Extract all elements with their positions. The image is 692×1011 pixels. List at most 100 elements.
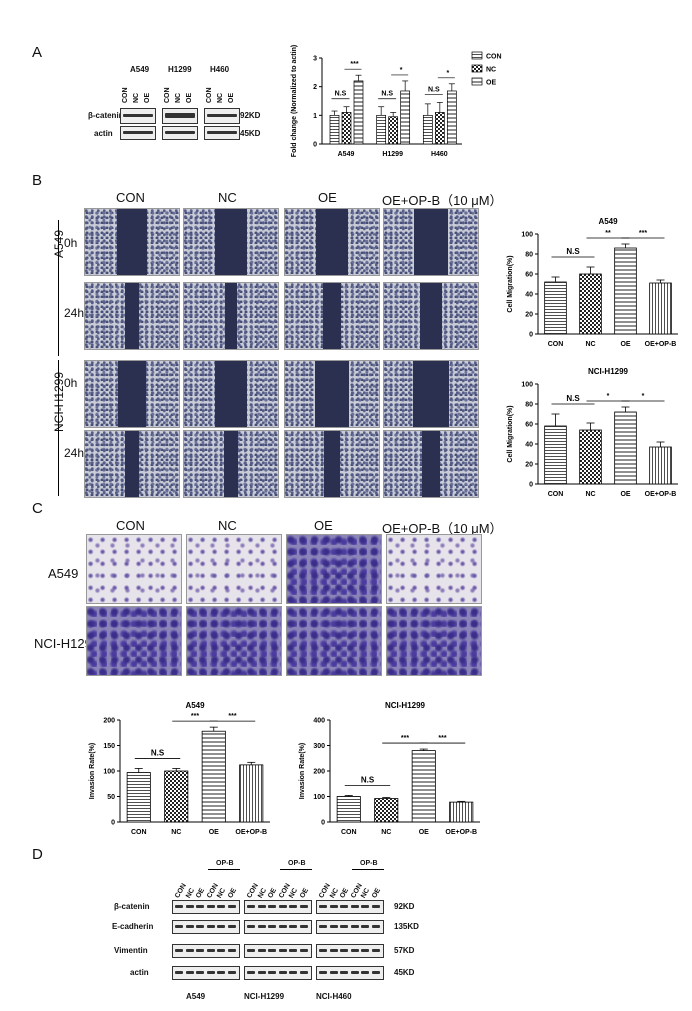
bar-OE+OP-B [449, 801, 474, 823]
chart-migration-a549: A549 Cell Migration(%) 0 20 40 60 80 100 CON NC OE… [507, 217, 678, 348]
blot-d-row-label: Vimentin [114, 946, 148, 955]
sig-label: * [400, 67, 403, 74]
y-axis-label: Invasion Rate(%) [299, 743, 306, 799]
wound-image [84, 208, 180, 276]
chart-title: NCI-H1299 [588, 367, 629, 376]
y-tick-label: 60 [525, 422, 533, 429]
blot-d-band [185, 971, 194, 974]
blot-d-band [217, 949, 225, 952]
wound-gap [215, 209, 247, 275]
wound-gap [225, 283, 237, 349]
y-tick-label: 20 [525, 312, 533, 319]
bar-NC [579, 273, 602, 335]
wound-gap [125, 431, 139, 497]
y-tick-label: 0 [529, 332, 533, 339]
c-row-h1299: NCI-H1299 [34, 636, 100, 651]
wound-gap [422, 431, 440, 497]
blot-d-strip [244, 920, 312, 934]
y-axis-label: Cell Migration(%) [507, 405, 514, 462]
sig-label: N.S [566, 247, 580, 256]
invasion-image [86, 606, 182, 676]
blot-a-size-45kd: 45KD [240, 129, 261, 138]
wound-image [383, 282, 479, 350]
blot-d-row-label: E-cadherin [112, 922, 154, 931]
sig-label: *** [401, 735, 409, 742]
blot-a-size-92kd: 92KD [240, 111, 261, 120]
y-tick-label: 3 [313, 56, 317, 63]
blot-d-band [371, 949, 380, 952]
bar-CON [126, 772, 151, 823]
blot-d-band [196, 905, 204, 908]
b-col-nc: NC [218, 190, 237, 205]
blot-d-band [319, 925, 327, 928]
invasion-image [186, 534, 282, 604]
y-tick-label: 80 [525, 402, 533, 409]
bar-OE+OP-B [649, 282, 672, 335]
bar-OE [614, 411, 637, 485]
bar-NC [579, 429, 602, 485]
c-row-a549: A549 [48, 566, 79, 581]
blot-a-lane-label: NC [217, 92, 224, 103]
blot-d-band [175, 905, 183, 908]
panel-label-b: B [32, 172, 43, 189]
blot-d-band [371, 905, 380, 908]
wound-image [84, 282, 180, 350]
legend-label-NC: NC [486, 67, 496, 74]
y-tick-label: 20 [525, 462, 533, 469]
blot-d-strip [316, 920, 384, 934]
blot-d-band [278, 949, 287, 952]
blot-d-cell-label: A549 [186, 992, 206, 1001]
y-tick-label: 150 [103, 743, 115, 750]
blot-d-band [217, 925, 225, 928]
x-tick-label: OE [620, 341, 630, 348]
blot-d-band [227, 949, 236, 952]
sig-label: N.S [566, 394, 580, 403]
blot-d-band [196, 949, 204, 952]
legend-label-OE: OE [486, 80, 496, 87]
sig-label: * [642, 393, 645, 400]
wound-image [383, 360, 479, 428]
blot-d-band [257, 905, 266, 908]
y-tick-label: 40 [525, 292, 533, 299]
legend-label-CON: CON [486, 54, 502, 61]
blot-d-strip [172, 966, 240, 980]
legend-swatch-OE [471, 77, 483, 86]
x-tick-label: NC [585, 491, 595, 498]
blot-d-band [361, 925, 369, 928]
x-tick-label: OE [209, 829, 219, 836]
wound-gap [315, 361, 349, 427]
blot-d-cell-label: NCI-H460 [316, 992, 352, 1001]
blot-d-band [361, 971, 369, 974]
invasion-image [86, 534, 182, 604]
blot-d-size-label: 57KD [394, 946, 415, 955]
wound-gap [224, 431, 238, 497]
blot-d-opb-line [280, 869, 312, 870]
c-col-con: CON [116, 518, 145, 533]
invasion-image [286, 606, 382, 676]
blot-a-h1299-actin [162, 126, 198, 140]
wound-gap [125, 283, 139, 349]
b-bracket-h1299 [58, 360, 59, 496]
wound-gap [413, 361, 449, 427]
x-tick-label: CON [341, 829, 357, 836]
b-time-0h-h1299: 0h [64, 376, 78, 390]
blot-a-lane-label: CON [122, 87, 129, 103]
chart-migration-h1299: NCI-H1299 Cell Migration(%) 0 20 40 60 80 100 CO… [507, 367, 678, 498]
blot-d-band [185, 905, 194, 908]
y-tick-label: 0 [321, 820, 325, 827]
blot-d-band [206, 949, 215, 952]
blot-d-band [289, 971, 297, 974]
x-tick-label: A549 [338, 151, 355, 158]
wound-image [84, 360, 180, 428]
blot-d-opb-label: OP-B [216, 860, 234, 867]
blot-d-row-label: β-catenin [114, 902, 150, 911]
blot-d-size-label: 45KD [394, 968, 415, 977]
bar-OE [201, 730, 226, 823]
blot-d-lane-label: OE [298, 887, 310, 900]
y-tick-label: 0 [529, 482, 533, 489]
blot-d-strip [172, 920, 240, 934]
blot-d-band [371, 925, 380, 928]
blot-d-band [278, 905, 287, 908]
blot-d-band [299, 949, 308, 952]
blot-d-band [299, 971, 308, 974]
